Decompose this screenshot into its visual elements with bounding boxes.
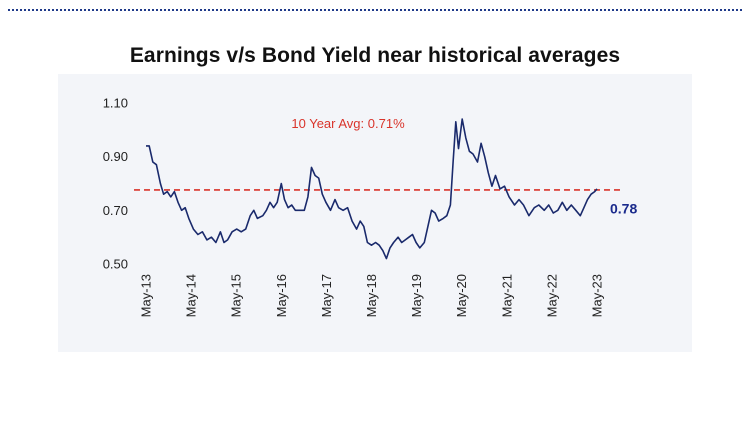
last-value-label: 0.78 [610, 200, 637, 216]
y-tick-label: 1.10 [103, 96, 128, 111]
series-line [146, 118, 598, 260]
y-tick-label: 0.50 [103, 257, 128, 272]
x-tick-label: May-13 [139, 274, 154, 317]
x-tick-label: May-23 [590, 274, 605, 317]
x-tick-label: May-20 [454, 274, 469, 317]
chart-panel [58, 74, 692, 352]
x-tick-label: May-21 [499, 274, 514, 317]
y-axis: 0.50 0.70 0.90 1.10 [103, 96, 128, 272]
x-tick-label: May-18 [364, 274, 379, 317]
x-tick-label: May-22 [544, 274, 559, 317]
x-tick-label: May-16 [274, 274, 289, 317]
top-dotted-rule [8, 9, 742, 11]
x-axis: May-13 May-14 May-15 May-16 May-17 May-18 May-… [139, 274, 605, 317]
chart-title: Earnings v/s Bond Yield near historical … [129, 44, 621, 67]
x-tick-label: May-15 [229, 274, 244, 317]
y-tick-label: 0.70 [103, 203, 128, 218]
average-label: 10 Year Avg: 0.71% [291, 116, 405, 131]
y-tick-label: 0.90 [103, 149, 128, 164]
x-tick-label: May-17 [319, 274, 334, 317]
x-tick-label: May-19 [409, 274, 424, 317]
x-tick-label: May-14 [184, 274, 199, 317]
